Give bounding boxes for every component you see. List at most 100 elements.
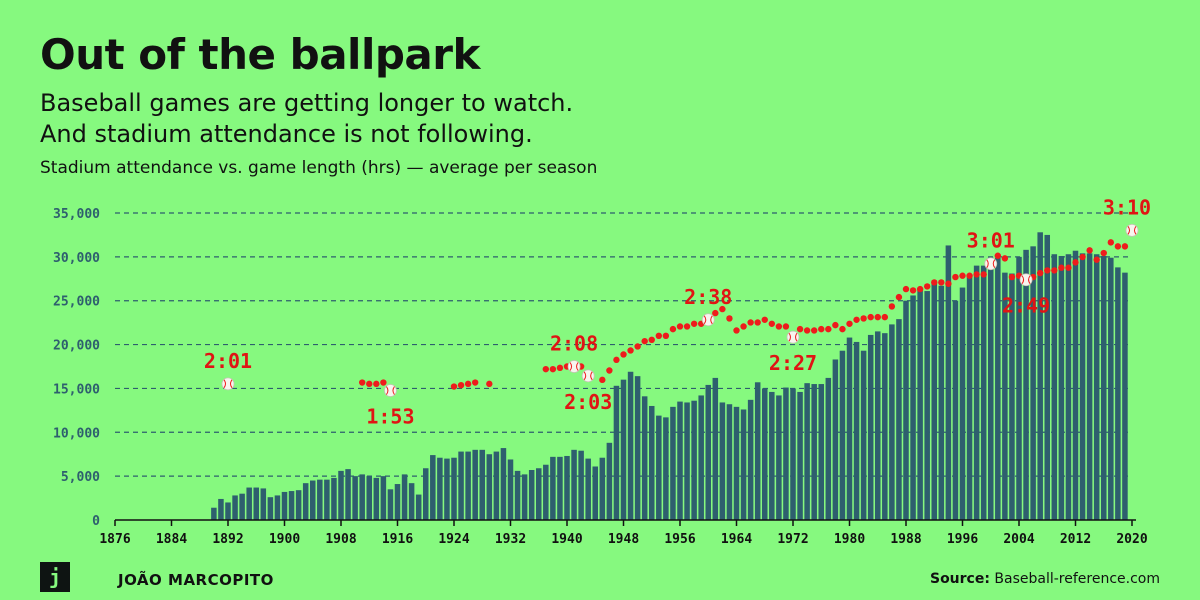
attendance-bar xyxy=(401,474,408,520)
attendance-bar xyxy=(302,483,309,520)
attendance-bar xyxy=(1122,272,1128,520)
attendance-bar xyxy=(1051,254,1058,520)
baseball-marker xyxy=(221,377,235,391)
attendance-bar xyxy=(825,377,832,520)
attendance-bar xyxy=(910,295,916,520)
game-length-dot xyxy=(1114,243,1122,250)
game-length-dot xyxy=(931,279,938,286)
source-label: Source: xyxy=(929,571,990,587)
game-length-dot xyxy=(916,285,924,293)
game-length-dot xyxy=(1065,264,1072,271)
game-length-annotation: 2:03 xyxy=(564,390,612,414)
source-credit: Source: Baseball-reference.com xyxy=(930,571,1160,587)
game-length-dot xyxy=(973,271,980,278)
attendance-bar xyxy=(761,388,768,520)
attendance-bar xyxy=(740,409,747,520)
attendance-bar xyxy=(903,300,909,520)
attendance-bar xyxy=(528,470,535,520)
attendance-bar xyxy=(486,454,493,520)
x-tick-label: 2004 xyxy=(1003,532,1034,547)
game-length-dot xyxy=(358,379,366,386)
y-tick-label: 20,000 xyxy=(53,339,100,354)
attendance-bar xyxy=(281,491,288,520)
game-length-dot xyxy=(733,327,740,334)
baseball-marker xyxy=(984,257,998,271)
attendance-bar xyxy=(324,479,330,520)
attendance-bar xyxy=(239,493,245,520)
game-length-dot xyxy=(1072,259,1079,266)
attendance-bar xyxy=(811,384,817,520)
baseball-stitch xyxy=(576,362,579,371)
game-length-dot xyxy=(373,380,380,388)
attendance-bar xyxy=(465,451,471,520)
attendance-bar xyxy=(253,487,260,520)
attendance-bar xyxy=(641,396,648,520)
game-length-dot xyxy=(775,323,783,330)
game-length-dot xyxy=(825,325,832,333)
attendance-bar xyxy=(656,415,662,520)
game-length-dot xyxy=(464,380,472,388)
attendance-bar xyxy=(267,497,274,520)
attendance-bar xyxy=(769,391,775,520)
attendance-bar xyxy=(705,384,712,520)
game-length-annotation: 2:01 xyxy=(204,349,252,373)
attendance-bar xyxy=(663,417,669,520)
baseball-marker xyxy=(384,384,397,397)
attendance-bar xyxy=(945,245,952,520)
attendance-bar xyxy=(1108,257,1114,520)
game-length-dot xyxy=(853,316,860,323)
attendance-bar xyxy=(973,265,980,520)
x-tick-label: 1972 xyxy=(777,532,808,547)
attendance-bar xyxy=(246,487,252,520)
baseball-stitch xyxy=(1028,275,1031,285)
attendance-bar xyxy=(211,507,217,520)
game-length-dot xyxy=(1044,267,1051,274)
attendance-bar xyxy=(232,495,238,520)
attendance-bar xyxy=(783,387,789,520)
baseball-stitch xyxy=(710,315,713,325)
attendance-bar xyxy=(578,450,584,520)
subtitle-line-2: And stadium attendance is not following. xyxy=(40,120,533,148)
author-logo: j xyxy=(40,562,70,592)
x-tick-label: 1948 xyxy=(608,532,639,547)
game-length-dot xyxy=(867,313,874,321)
x-tick-label: 2020 xyxy=(1116,532,1147,547)
attendance-bar xyxy=(882,333,888,520)
attendance-bar xyxy=(543,464,549,520)
attendance-bar xyxy=(613,385,620,520)
attendance-bar xyxy=(980,265,987,520)
attendance-bar xyxy=(1016,256,1022,520)
attendance-bar xyxy=(444,458,450,520)
attendance-bar xyxy=(634,376,641,520)
x-tick-label: 1924 xyxy=(438,532,469,547)
game-length-annotation: 2:38 xyxy=(684,285,732,309)
game-length-dot xyxy=(810,327,818,334)
attendance-bar xyxy=(860,350,867,520)
game-length-dot xyxy=(768,320,776,327)
attendance-bar xyxy=(479,449,486,520)
baseball-stitch xyxy=(986,259,989,269)
attendance-bar xyxy=(260,488,267,520)
game-length-dot xyxy=(945,280,952,287)
game-length-dot xyxy=(938,279,945,286)
baseball-marker xyxy=(701,313,715,327)
game-length-dot xyxy=(818,325,825,333)
attendance-bar xyxy=(776,395,782,520)
game-length-dot xyxy=(959,272,966,279)
baseball-stitch xyxy=(386,386,389,395)
attendance-bar xyxy=(1086,253,1093,520)
attendance-bar xyxy=(345,469,351,520)
attendance-bar xyxy=(797,391,803,520)
attendance-bar xyxy=(415,494,422,520)
attendance-bar xyxy=(493,451,500,520)
attendance-bar xyxy=(380,476,387,520)
baseball-marker xyxy=(786,330,800,344)
baseball-stitch xyxy=(392,386,395,395)
attendance-bar xyxy=(995,257,1001,520)
attendance-bar xyxy=(754,382,761,520)
attendance-bar xyxy=(987,257,994,520)
attendance-bar xyxy=(938,285,945,520)
game-length-annotation: 2:08 xyxy=(550,332,598,356)
game-length-dot xyxy=(613,356,620,364)
attendance-bar xyxy=(846,337,853,520)
